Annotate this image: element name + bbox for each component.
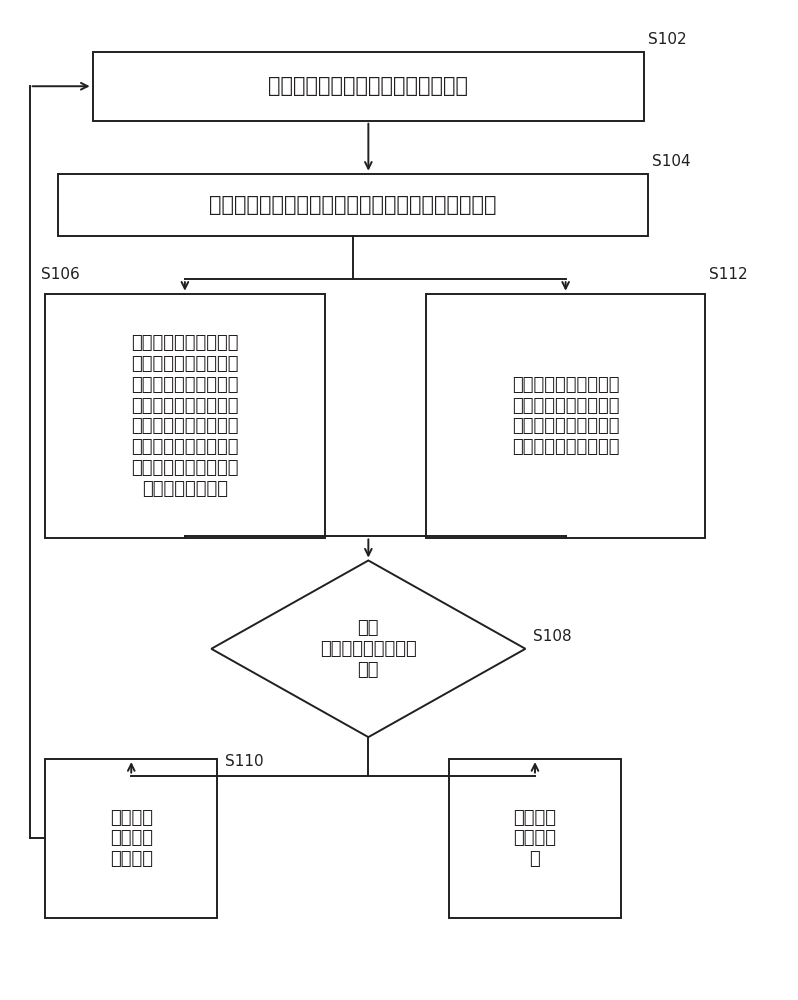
FancyBboxPatch shape: [45, 294, 325, 538]
Text: 如果确定得到目标机器
人接近奇异位形，则基
于可操作性指标计算约
束力，并通过驱动器向
目标机器人额外施加约
束力，以使目标机器人
在约束力的作用下避开
奇异位: 如果确定得到目标机器 人接近奇异位形，则基 于可操作性指标计算约 束力，并通过驱…: [131, 334, 239, 498]
FancyBboxPatch shape: [448, 759, 621, 918]
FancyBboxPatch shape: [93, 52, 644, 121]
Text: S112: S112: [709, 267, 748, 282]
FancyBboxPatch shape: [426, 294, 705, 538]
Text: 力控牵引
的过程结
束: 力控牵引 的过程结 束: [513, 809, 556, 868]
Text: S104: S104: [652, 154, 690, 169]
Text: S102: S102: [648, 32, 686, 47]
Polygon shape: [211, 560, 525, 737]
Text: 实时计算目标机器人的可操作性指标: 实时计算目标机器人的可操作性指标: [268, 76, 468, 96]
Text: 如果力控
牵引的过
程未结束: 如果力控 牵引的过 程未结束: [110, 809, 152, 868]
Text: S106: S106: [41, 267, 80, 282]
FancyBboxPatch shape: [45, 759, 217, 918]
Text: S110: S110: [225, 754, 263, 769]
Text: 如果确定得到目标机器
人未接近奇异位形，则
使目标机器人在操作者
的力控牵引下继续运动: 如果确定得到目标机器 人未接近奇异位形，则 使目标机器人在操作者 的力控牵引下继…: [512, 376, 619, 456]
Text: 判断
力控牵引的过程是否
结束: 判断 力控牵引的过程是否 结束: [320, 619, 417, 679]
Text: S108: S108: [533, 629, 571, 644]
Text: 根据可操作性指标确定目标机器人是否接近奇异位形: 根据可操作性指标确定目标机器人是否接近奇异位形: [209, 195, 497, 215]
FancyBboxPatch shape: [58, 174, 648, 236]
